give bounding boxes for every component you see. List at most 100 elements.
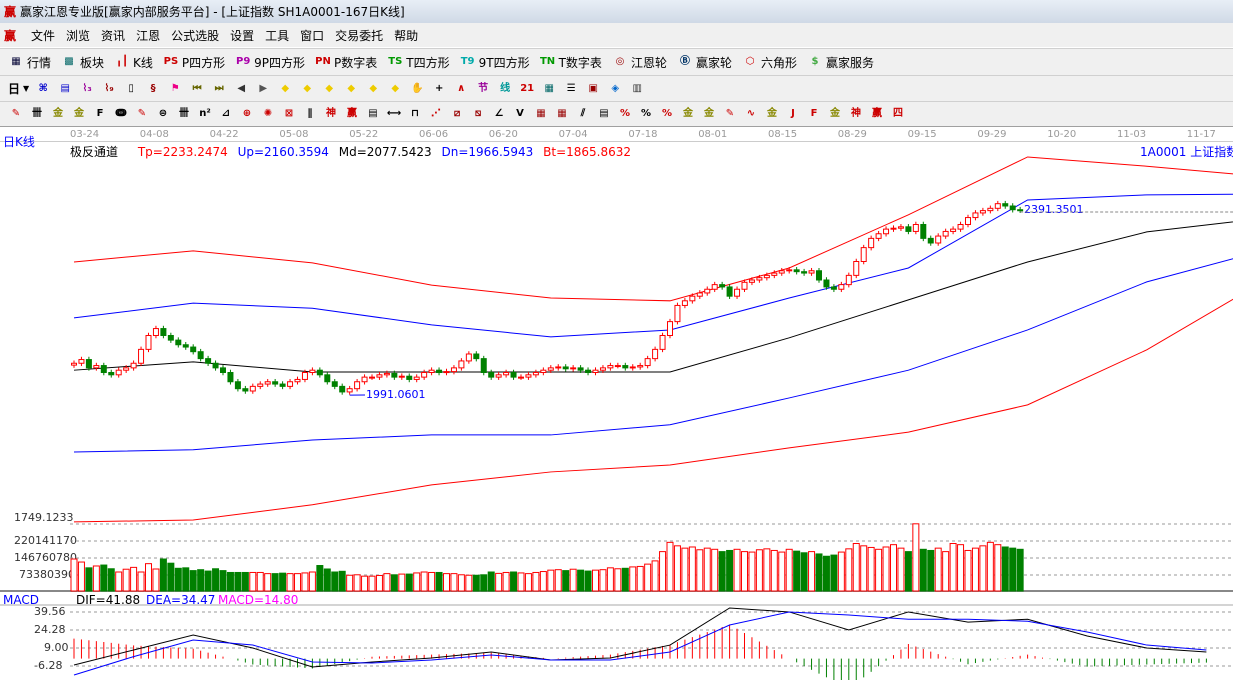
notes-icon[interactable]: ☰ [566,82,576,94]
percent-red-icon[interactable]: % [619,108,631,119]
app-menu-icon[interactable]: 赢 [4,28,17,43]
last-icon[interactable]: ⏭ [214,82,224,94]
toolbar-button[interactable]: T9 9T四方形 [460,54,530,71]
fan-box-2-icon[interactable]: ⧅ [474,108,482,119]
menu-item[interactable]: 浏览 [66,28,91,43]
hand-icon[interactable]: ✋ [410,82,424,94]
brush-2-icon[interactable]: ✎ [725,108,735,119]
crosshair-icon[interactable]: + [434,82,444,94]
angle-icon[interactable]: ∥ [307,108,313,119]
grid-2-icon[interactable]: ▦ [536,108,546,119]
section-icon[interactable]: 节 [478,82,489,94]
ying-fan-icon[interactable]: 赢 [872,108,882,119]
frame-icon[interactable]: ⊓ [411,108,419,119]
toolbar-button[interactable]: ◎ 江恩轮 [612,54,667,71]
peak-icon[interactable]: ∧ [457,82,466,94]
prev-icon[interactable]: ◀ [237,82,246,94]
calculator-icon[interactable]: ▦ [544,82,554,94]
circle-grid-icon[interactable]: ⊜ [158,108,168,119]
next-icon[interactable]: ▶ [259,82,268,94]
n2-icon[interactable]: n² [199,108,211,119]
gold-fan-icon[interactable]: 金 [830,108,840,119]
toolbar-button[interactable]: Ⓑ 赢家轮 [677,54,732,71]
chart-mode-icon[interactable]: ⌘ [38,82,48,94]
toolbar-button[interactable]: P9 9P四方形 [235,54,305,71]
angle-line-icon[interactable]: ∠ [494,108,504,119]
ma9-icon[interactable]: ⌇₉ [104,82,114,94]
print-icon[interactable]: ▥ [632,82,642,94]
gold-red-icon[interactable]: 金 [767,108,777,119]
gold-circle-icon[interactable]: 金 [683,108,693,119]
fan-icon[interactable]: ⋰ [431,108,441,119]
f-icon[interactable]: F [810,108,818,119]
menu-item[interactable]: 设置 [230,28,255,43]
toolbar-button[interactable]: PN P数字表 [315,54,377,71]
cycle-icon[interactable]: 卌 [179,108,189,119]
clipboard-icon[interactable]: ▤ [60,82,70,94]
menu-item[interactable]: 工具 [265,28,290,43]
save-icon[interactable]: ▣ [588,82,598,94]
pen-icon[interactable]: ✎ [11,108,21,119]
measure-icon[interactable]: ⟷ [386,108,402,119]
fib-icon[interactable]: F [96,108,104,119]
fan-box-icon[interactable]: ⧄ [453,108,461,119]
candle [242,388,249,392]
menu-item[interactable]: 江恩 [136,28,161,43]
gold-1-icon[interactable]: 金 [53,108,63,119]
line-icon[interactable]: 线 [500,82,511,94]
gold-line-icon[interactable]: 金 [704,108,714,119]
left-diamond-icon[interactable]: ◆ [281,82,290,94]
hzoom-diamond-icon[interactable]: ◆ [325,82,334,94]
spiral-icon[interactable]: ↈ [115,108,127,119]
kline-chart[interactable] [0,142,1233,680]
menu-item[interactable]: 交易委托 [335,28,384,43]
lines-icon[interactable]: 卌 [32,108,42,119]
toolbar-button[interactable]: ▦ 行情 [8,54,51,71]
j-icon[interactable]: J [791,108,795,119]
percent-line-icon[interactable]: % [661,108,673,119]
candle [994,203,1001,209]
toolbar-button[interactable]: ╻┃ K线 [114,54,153,71]
shen-icon[interactable]: 神 [326,108,336,119]
target-icon[interactable]: ⊕ [242,108,252,119]
toolbar-button[interactable]: TN T数字表 [540,54,602,71]
percent-icon[interactable]: % [640,108,652,119]
toolbar-button[interactable]: $ 赢家服务 [807,54,875,71]
menu-item[interactable]: 文件 [31,28,56,43]
toolbar-button[interactable]: ⬡ 六角形 [742,54,797,71]
v-icon[interactable]: V [516,108,524,119]
first-icon[interactable]: ⏮ [192,82,202,94]
menu-item[interactable]: 帮助 [394,28,419,43]
shen-fan-icon[interactable]: 神 [851,108,861,119]
four-fan-icon[interactable]: 四 [893,108,903,119]
box-icon[interactable]: ⊠ [284,108,294,119]
candle-icon[interactable]: ▯ [128,82,134,94]
ying-icon[interactable]: 赢 [347,108,357,119]
flag-icon[interactable]: ⚑ [170,82,180,94]
grid-3-icon[interactable]: ▦ [557,108,567,119]
calendar-icon[interactable]: 21 [520,82,535,94]
zoomout-diamond-icon[interactable]: ◆ [369,82,378,94]
triangle-icon[interactable]: ⊿ [221,108,231,119]
brush-icon[interactable]: ✎ [137,108,147,119]
ma3-icon[interactable]: ⌇₃ [82,82,92,94]
gold-2-icon[interactable]: 金 [74,108,84,119]
radial-icon[interactable]: ✺ [263,108,273,119]
right-diamond-icon[interactable]: ◆ [303,82,312,94]
toolbar-button[interactable]: PS P四方形 [163,54,226,71]
toolbar-button[interactable]: ▩ 板块 [61,54,104,71]
parallel-icon[interactable]: ⫽ [580,108,586,119]
toolbar-button[interactable]: TS T四方形 [387,54,449,71]
ruler-2-icon[interactable]: ▤ [599,108,609,119]
ruler-icon[interactable]: ▤ [368,108,378,119]
menu-item[interactable]: 资讯 [101,28,126,43]
vzoom-diamond-icon[interactable]: ◆ [391,82,400,94]
network-icon[interactable]: ◈ [611,82,620,94]
wave-icon[interactable]: ∿ [746,108,756,119]
menu-item[interactable]: 公式选股 [171,28,220,43]
period-select[interactable]: 日 ▼ [8,80,29,97]
shape-icon[interactable]: § [150,82,156,94]
toolbar-button-label: 9T四方形 [478,55,530,70]
zoomin-diamond-icon[interactable]: ◆ [347,82,356,94]
menu-item[interactable]: 窗口 [300,28,325,43]
